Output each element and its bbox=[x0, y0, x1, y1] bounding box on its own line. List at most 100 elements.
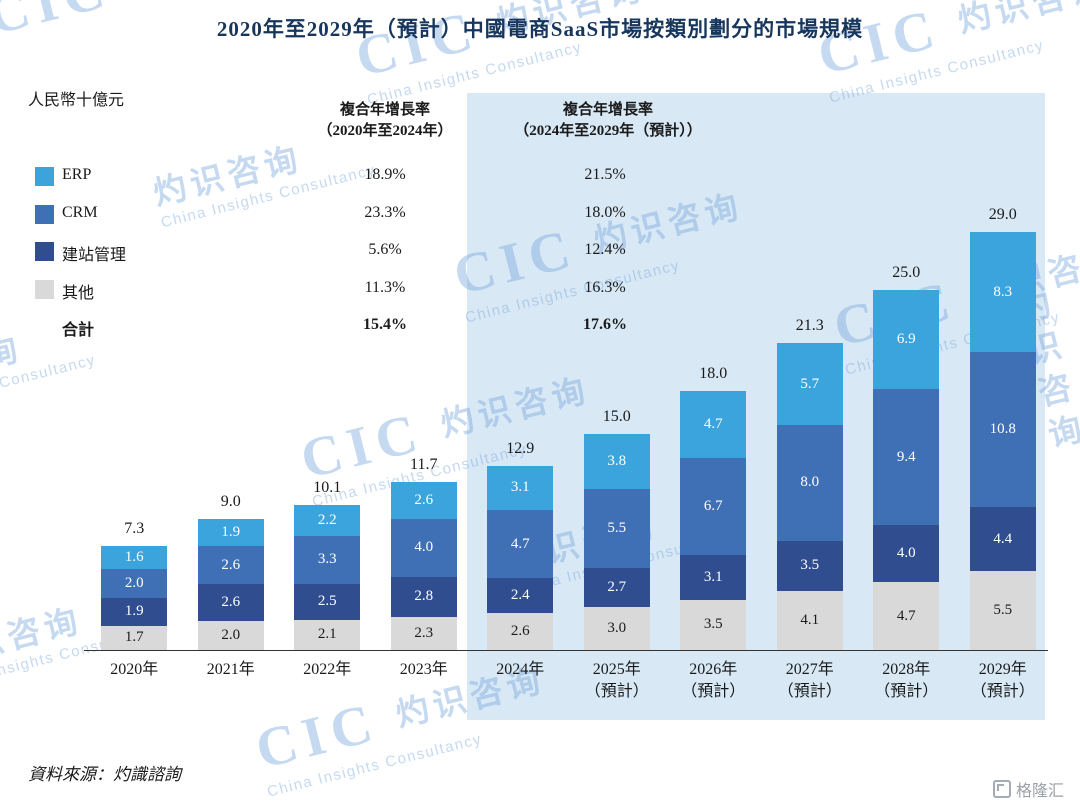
bar-segment-ERP: 6.9 bbox=[873, 290, 940, 390]
cagr-header-line1: 複合年增長率 bbox=[339, 102, 430, 118]
cagr-header-line2: （2024年至2029年（預計）） bbox=[514, 123, 702, 139]
legend-label: CRM bbox=[62, 203, 98, 221]
bar-segment-其他: 4.7 bbox=[873, 582, 940, 650]
x-axis-label-year: 2029年 bbox=[978, 661, 1027, 678]
bar-segment-CRM: 4.0 bbox=[390, 518, 457, 577]
bar-segment-CRM: 5.5 bbox=[583, 488, 650, 568]
bar-segment-ERP: 8.3 bbox=[969, 232, 1036, 352]
bar-total-label: 29.0 bbox=[988, 206, 1017, 224]
bar-segment-ERP: 3.1 bbox=[487, 465, 554, 511]
x-axis-label-year: 2023年 bbox=[399, 661, 448, 678]
bar-segment-其他: 2.0 bbox=[197, 621, 264, 650]
cagr-value-2020-2024: 11.3% bbox=[364, 278, 406, 296]
legend-label: ERP bbox=[62, 166, 92, 183]
x-axis-label: 2023年 bbox=[376, 659, 473, 681]
bar-segment-ERP: 2.6 bbox=[390, 481, 457, 519]
cagr-value-2020-2024: 23.3% bbox=[364, 203, 406, 221]
bar-segment-其他: 2.3 bbox=[390, 616, 457, 650]
cagr-value-2024-2029: 16.3% bbox=[584, 278, 626, 296]
x-axis-label-year: 2028年 bbox=[882, 661, 931, 678]
bar-total-label: 21.3 bbox=[795, 317, 824, 335]
cagr-value-2020-2024: 15.4% bbox=[363, 316, 407, 333]
bar-segment-ERP: 1.9 bbox=[197, 518, 264, 547]
bar-segment-建站管理: 3.1 bbox=[680, 554, 747, 600]
source-note: 資料來源：灼識諮詢 bbox=[28, 765, 181, 784]
legend-row: 建站管理 5.6% 12.4% bbox=[0, 241, 1080, 267]
bar-total-label: 11.7 bbox=[410, 455, 438, 473]
legend-label: 合計 bbox=[62, 322, 95, 339]
x-axis-label-year: 2026年 bbox=[689, 661, 738, 678]
legend-row: 合計 15.4% 17.6% bbox=[0, 316, 1080, 342]
x-axis-line bbox=[84, 650, 1048, 651]
cagr-header-line2: （2020年至2024年） bbox=[317, 123, 453, 139]
legend-row: CRM 23.3% 18.0% bbox=[0, 204, 1080, 230]
x-axis-label-year: 2020年 bbox=[110, 661, 159, 678]
bar-segment-CRM: 6.7 bbox=[680, 458, 747, 555]
x-axis-label: 2027年 （預計） bbox=[762, 659, 859, 703]
bar-segment-ERP: 5.7 bbox=[776, 343, 843, 426]
x-axis-label: 2022年 bbox=[279, 659, 376, 681]
cagr-value-2024-2029: 12.4% bbox=[584, 241, 626, 258]
gelonghui-logo-text: 格隆汇 bbox=[1015, 783, 1064, 800]
bar-segment-建站管理: 2.5 bbox=[294, 583, 361, 620]
x-axis-label-year: 2027年 bbox=[785, 661, 834, 678]
cagr-value-2024-2029: 17.6% bbox=[583, 316, 627, 333]
x-axis-label-forecast: （預計） bbox=[777, 683, 842, 700]
legend-swatch bbox=[35, 242, 54, 261]
bar-segment-ERP: 4.7 bbox=[680, 390, 747, 459]
bar-segment-ERP: 1.6 bbox=[101, 546, 168, 570]
x-axis-label-forecast: （預計） bbox=[874, 683, 939, 700]
bar-segment-ERP: 2.2 bbox=[294, 504, 361, 537]
bar-total-label: 12.9 bbox=[506, 439, 535, 457]
x-axis-label-forecast: （預計） bbox=[970, 683, 1035, 700]
bar-segment-CRM: 8.0 bbox=[776, 425, 843, 541]
cagr-value-2024-2029: 18.0% bbox=[584, 203, 626, 221]
cagr-header-2020-2024: 複合年增長率 （2020年至2024年） bbox=[295, 100, 475, 142]
bar-segment-建站管理: 2.6 bbox=[197, 583, 264, 622]
x-axis-label-year: 2024年 bbox=[496, 661, 545, 678]
bar-total-label: 18.0 bbox=[699, 364, 728, 382]
legend-label: 其他 bbox=[62, 284, 95, 302]
unit-label: 人民幣十億元 bbox=[28, 92, 125, 109]
gelonghui-logo: 格隆汇 bbox=[992, 777, 1064, 801]
bar-segment-建站管理: 2.4 bbox=[487, 578, 554, 613]
cagr-value-2020-2024: 18.9% bbox=[364, 166, 406, 183]
bar-segment-其他: 5.5 bbox=[969, 570, 1036, 650]
bar-total-label: 9.0 bbox=[220, 492, 241, 510]
bar-segment-建站管理: 2.8 bbox=[390, 576, 457, 617]
bar-segment-建站管理: 4.0 bbox=[873, 524, 940, 583]
bar-total-label: 10.1 bbox=[313, 478, 342, 496]
x-axis-label-forecast: （預計） bbox=[584, 683, 649, 700]
x-axis-label: 2021年 bbox=[183, 659, 280, 681]
bar-segment-其他: 1.7 bbox=[101, 625, 168, 650]
cagr-header-line1: 複合年增長率 bbox=[562, 102, 653, 118]
legend-row: ERP 18.9% 21.5% bbox=[0, 166, 1080, 192]
chart-title: 2020年至2029年（預計）中國電商SaaS市場按類別劃分的市場規模 bbox=[216, 17, 864, 41]
x-axis-label: 2026年 （預計） bbox=[665, 659, 762, 703]
x-axis-label: 2024年 bbox=[472, 659, 569, 681]
x-axis-label: 2029年 （預計） bbox=[955, 659, 1052, 703]
x-axis-label-year: 2022年 bbox=[303, 661, 352, 678]
x-axis-label: 2028年 （預計） bbox=[858, 659, 955, 703]
bar-segment-CRM: 9.4 bbox=[873, 389, 940, 525]
x-axis-label-forecast: （預計） bbox=[681, 683, 746, 700]
bar-segment-CRM: 10.8 bbox=[969, 351, 1036, 508]
legend-row: 其他 11.3% 16.3% bbox=[0, 279, 1080, 305]
bar-segment-其他: 3.0 bbox=[583, 606, 650, 650]
bar-total-label: 7.3 bbox=[124, 520, 145, 538]
cagr-value-2020-2024: 5.6% bbox=[368, 241, 402, 258]
bar-segment-其他: 3.5 bbox=[680, 599, 747, 650]
bar-segment-建站管理: 4.4 bbox=[969, 507, 1036, 571]
bar-segment-其他: 4.1 bbox=[776, 590, 843, 650]
cagr-header-2024-2029: 複合年增長率 （2024年至2029年（預計）） bbox=[487, 100, 729, 142]
bar-total-label: 15.0 bbox=[602, 408, 631, 425]
bar-segment-CRM: 3.3 bbox=[294, 536, 361, 584]
legend-swatch bbox=[35, 204, 54, 224]
x-axis-label-year: 2021年 bbox=[206, 661, 255, 678]
bar-segment-其他: 2.6 bbox=[487, 612, 554, 650]
legend-swatch bbox=[35, 279, 54, 299]
x-axis-label-year: 2025年 bbox=[592, 661, 641, 678]
